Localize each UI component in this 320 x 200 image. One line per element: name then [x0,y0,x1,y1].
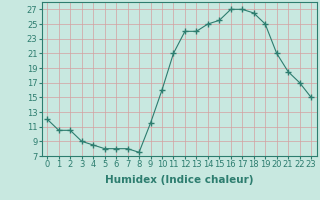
X-axis label: Humidex (Indice chaleur): Humidex (Indice chaleur) [105,175,253,185]
